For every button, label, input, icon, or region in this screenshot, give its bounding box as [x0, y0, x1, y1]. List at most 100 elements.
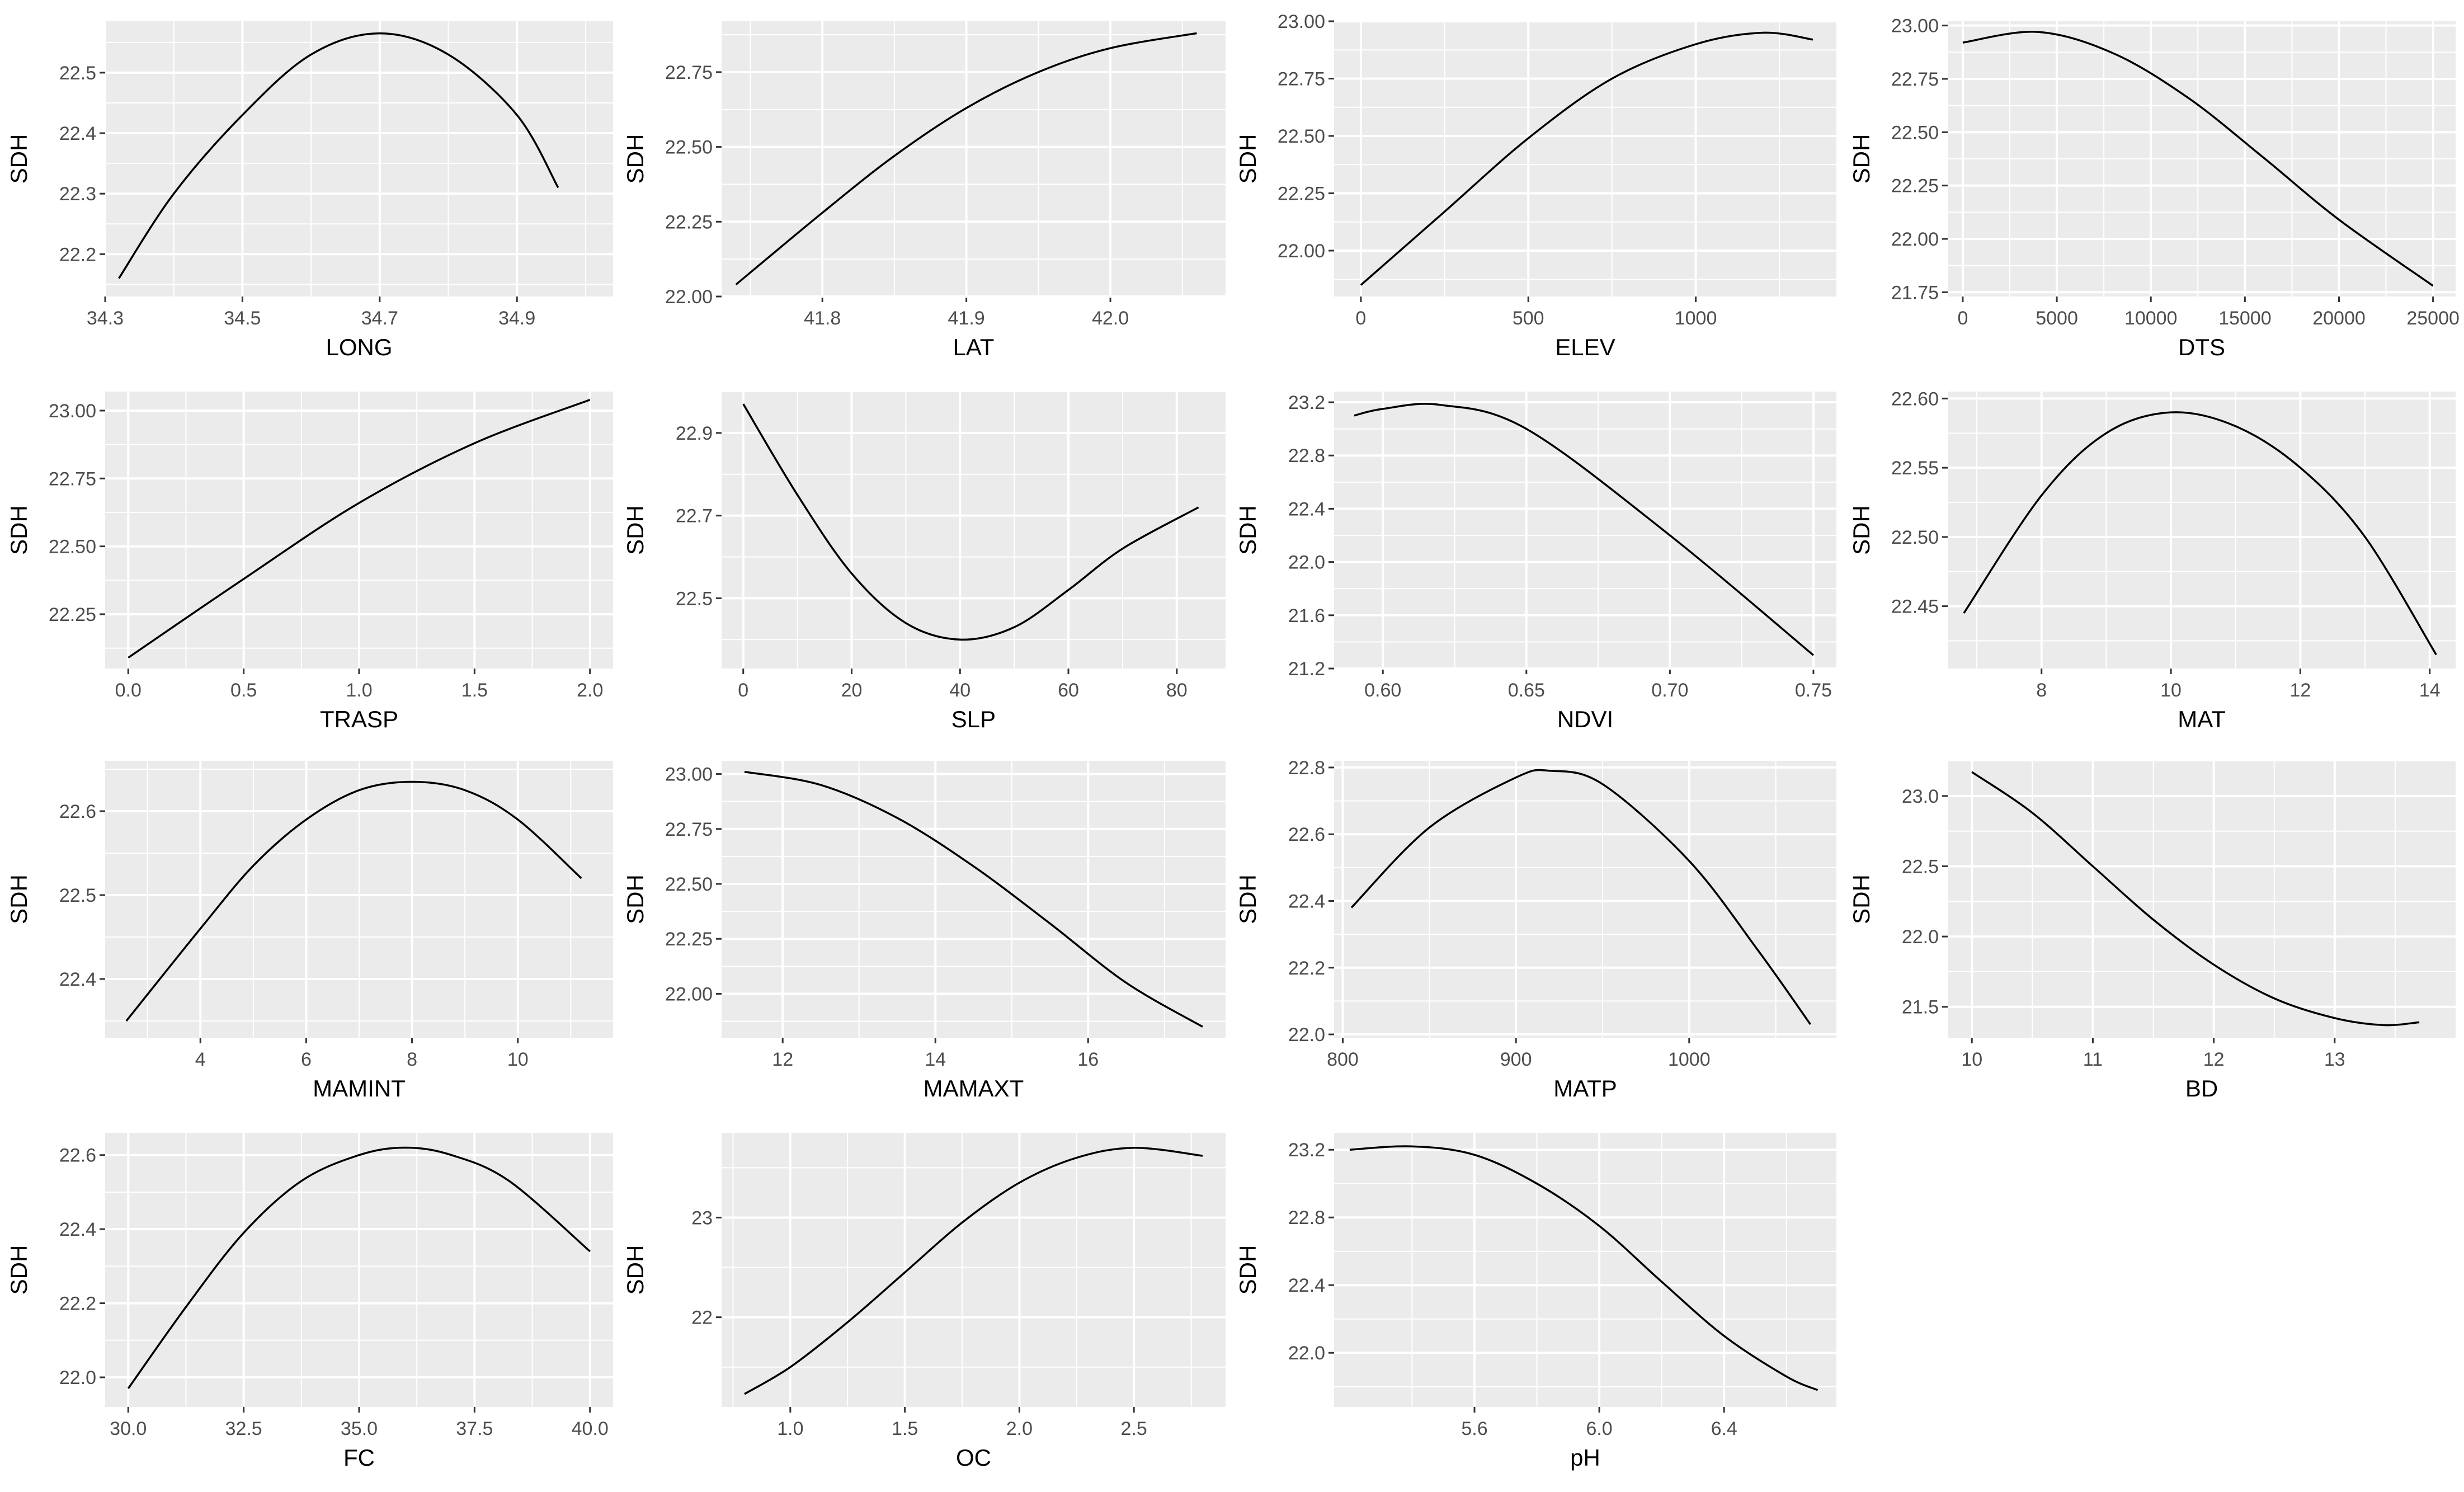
x-tick-label: 2.5 — [1121, 1418, 1147, 1439]
x-tick-label: 2.0 — [1006, 1418, 1033, 1439]
y-tick-label: 22.25 — [1891, 176, 1939, 197]
x-tick-label: 500 — [1513, 308, 1544, 329]
y-tick-label: 22.0 — [1902, 926, 1939, 948]
x-tick-label: 1.5 — [892, 1418, 918, 1439]
x-tick-label: 34.7 — [361, 308, 398, 329]
x-axis-title: SLP — [951, 706, 996, 732]
series-line-oc — [744, 1146, 1203, 1395]
y-tick-label: 22.2 — [59, 244, 96, 265]
x-tick-label: 40 — [949, 680, 970, 701]
x-tick-label: 1000 — [1668, 1049, 1711, 1070]
panel-background — [722, 1133, 1226, 1407]
x-tick-label: 37.5 — [456, 1418, 493, 1439]
y-tick-label: 22.4 — [59, 969, 96, 990]
y-tick-label: 22.0 — [1288, 552, 1325, 573]
x-tick-label: 14 — [925, 1049, 946, 1070]
x-tick-label: 35.0 — [341, 1418, 378, 1439]
x-tick-label: 15000 — [2218, 308, 2272, 329]
y-tick-label: 22.4 — [1288, 498, 1325, 520]
y-tick-label: 22.8 — [1288, 757, 1325, 779]
x-tick-label: 16 — [1077, 1049, 1099, 1070]
series-line-long — [118, 32, 559, 279]
y-tick-label: 21.6 — [1288, 605, 1325, 627]
x-tick-label: 60 — [1058, 680, 1079, 701]
x-tick-label: 12 — [2289, 680, 2311, 701]
y-tick-label: 22.0 — [59, 1367, 96, 1389]
panel-slp: 0 20 40 60 80 22.5 22.7 22.9 SLP SDH — [622, 391, 1226, 732]
y-tick-label: 22.4 — [1288, 1275, 1325, 1296]
x-tick-label: 6 — [301, 1049, 312, 1070]
y-tick-label: 23 — [691, 1207, 713, 1229]
y-tick-label: 22.6 — [59, 801, 96, 822]
x-axis-title: pH — [1570, 1444, 1600, 1471]
panel-fc: 30.0 32.5 35.0 37.5 40.0 22.0 22.2 22.4 22.6 FC SD… — [6, 1133, 613, 1471]
x-axis-title: MATP — [1553, 1075, 1617, 1102]
panel-matp: 800 900 1000 22.0 22.2 22.4 22.6 22.8 MATP SDH — [1235, 757, 1836, 1102]
y-tick-label: 22.5 — [59, 885, 96, 906]
y-axis-title: SDH — [1848, 505, 1874, 555]
panel-background — [1334, 392, 1836, 669]
series-line-slp — [742, 403, 1199, 641]
panel-background — [722, 21, 1226, 296]
x-axis-title: MAMINT — [313, 1075, 406, 1102]
y-axis-title: SDH — [1848, 874, 1874, 924]
x-tick-label: 1000 — [1675, 308, 1717, 329]
x-tick-label: 5000 — [2036, 308, 2078, 329]
x-tick-label: 0.65 — [1508, 680, 1545, 701]
x-axis-title: MAT — [2178, 706, 2226, 732]
y-tick-label: 22.5 — [676, 588, 713, 609]
y-tick-label: 22.50 — [665, 137, 713, 158]
y-axis-title: SDH — [6, 505, 32, 555]
x-tick-label: 12 — [772, 1049, 793, 1070]
panel-long: 34.3 34.5 34.7 34.9 22.2 22.3 22.4 22.5 LONG SDH — [6, 21, 613, 360]
y-tick-label: 22 — [691, 1307, 713, 1329]
y-axis-title: SDH — [622, 874, 648, 924]
y-axis-title: SDH — [622, 505, 648, 555]
x-tick-label: 10 — [2160, 680, 2182, 701]
y-tick-label: 23.00 — [665, 764, 713, 785]
x-tick-label: 25000 — [2406, 308, 2460, 329]
y-tick-label: 22.8 — [1288, 1207, 1325, 1229]
panel-mamaxt: 12 14 16 22.00 22.25 22.50 22.75 23.00 MAMAXT SDH — [622, 761, 1226, 1102]
x-tick-label: 41.8 — [804, 308, 841, 329]
series-line-trasp — [128, 398, 591, 659]
x-tick-label: 1.5 — [461, 680, 488, 701]
y-axis-title: SDH — [1235, 134, 1261, 184]
y-tick-label: 23.00 — [49, 401, 96, 422]
y-tick-label: 22.75 — [665, 62, 713, 83]
y-tick-label: 22.45 — [1891, 596, 1939, 618]
series-line-matp — [1350, 769, 1812, 1025]
series-line-ndvi — [1354, 403, 1815, 656]
panel-bd: 10 11 12 13 21.5 22.0 22.5 23.0 BD SDH — [1848, 760, 2456, 1102]
y-tick-label: 22.50 — [665, 874, 713, 895]
x-tick-label: 30.0 — [110, 1418, 147, 1439]
x-tick-label: 20000 — [2312, 308, 2366, 329]
y-axis-title: SDH — [6, 874, 32, 924]
x-axis-title: NDVI — [1557, 706, 1613, 732]
y-tick-label: 22.75 — [49, 468, 96, 490]
y-tick-label: 21.5 — [1902, 997, 1939, 1018]
series-line-bd — [1971, 771, 2420, 1027]
y-tick-label: 22.75 — [1278, 69, 1325, 90]
panel-lat: 41.8 41.9 42.0 22.00 22.25 22.50 22.75 LAT SDH — [622, 21, 1226, 360]
panel-background — [1334, 1133, 1836, 1407]
x-tick-label: 0.70 — [1651, 680, 1688, 701]
x-tick-label: 0.75 — [1795, 680, 1832, 701]
y-tick-label: 22.50 — [1891, 527, 1939, 548]
y-tick-label: 22.4 — [59, 123, 96, 144]
y-tick-label: 22.4 — [59, 1219, 96, 1240]
x-axis-title: BD — [2185, 1075, 2218, 1102]
y-tick-label: 22.50 — [1891, 122, 1939, 143]
y-tick-label: 22.25 — [1278, 183, 1325, 205]
x-tick-label: 34.5 — [224, 308, 261, 329]
y-tick-label: 22.5 — [59, 63, 96, 84]
y-tick-label: 23.00 — [1278, 11, 1325, 32]
series-line-dts — [1962, 30, 2434, 287]
panel-mamint: 4 6 8 10 22.4 22.5 22.6 MAMINT SDH — [6, 761, 613, 1102]
x-tick-label: 34.3 — [87, 308, 124, 329]
panel-trasp: 0.0 0.5 1.0 1.5 2.0 22.25 22.50 22.75 23.00 TRASP… — [6, 392, 613, 732]
panel-oc: 1.0 1.5 2.0 2.5 22 23 OC SDH — [622, 1133, 1226, 1471]
x-tick-label: 80 — [1166, 680, 1188, 701]
y-tick-label: 22.0 — [1288, 1343, 1325, 1364]
